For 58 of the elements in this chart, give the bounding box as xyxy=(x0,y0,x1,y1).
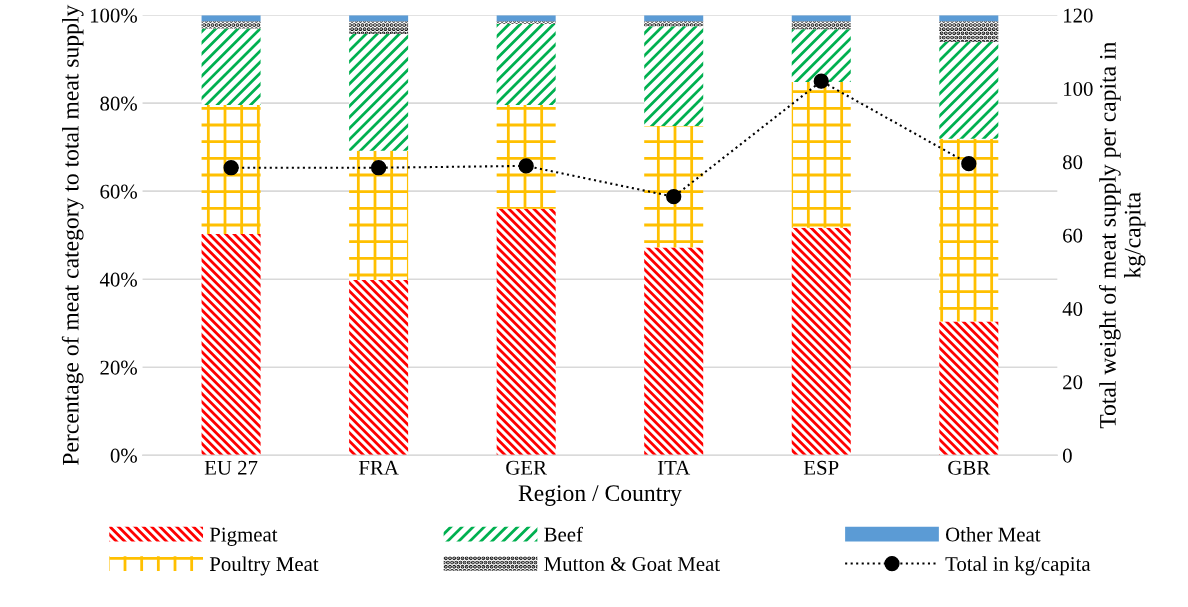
bar xyxy=(201,21,261,29)
bar xyxy=(791,21,851,30)
point xyxy=(370,160,387,176)
point xyxy=(666,189,682,205)
y2-tick-label: 0 xyxy=(1062,448,1072,463)
y-tick-label: 40% xyxy=(99,272,137,287)
y2-axis-title: Total weight of meat supply per capita in kg/capita xyxy=(1098,41,1146,429)
legend-label: Pigmeat xyxy=(209,527,278,546)
bar xyxy=(496,21,556,24)
y2-tick-label: 80 xyxy=(1062,155,1083,170)
bar xyxy=(644,26,704,127)
bar xyxy=(939,138,999,322)
bar xyxy=(201,104,261,234)
bar xyxy=(349,150,409,281)
y-tick-label: 20% xyxy=(100,360,137,375)
bar xyxy=(791,82,851,228)
legend-label: Mutton & Goat Meat xyxy=(544,556,720,572)
bar xyxy=(939,21,999,43)
x-tick-label: FRA xyxy=(358,460,399,475)
bar xyxy=(939,321,999,456)
bar xyxy=(496,208,556,456)
y2-tick-label: 100 xyxy=(1064,81,1093,96)
y-tick-label: 0% xyxy=(110,448,137,463)
bar xyxy=(349,280,409,456)
legend-label: Beef xyxy=(544,526,583,542)
point xyxy=(223,160,239,176)
legend-label: Other Meat xyxy=(945,526,1041,542)
bar xyxy=(201,233,261,456)
x-tick-label: ESP xyxy=(803,460,839,475)
bar xyxy=(791,29,851,83)
bar xyxy=(644,126,704,248)
bar xyxy=(349,21,409,35)
bar xyxy=(201,28,261,105)
x-tick-label: GBR xyxy=(948,460,991,475)
y-axis-title: Percentage of meat category to total meat supply xyxy=(61,4,84,465)
bar xyxy=(939,42,999,139)
y2-tick-label: 40 xyxy=(1062,301,1083,316)
bar xyxy=(496,104,556,209)
y-tick-label: 60% xyxy=(100,184,137,199)
legend-label: Total in kg/capita xyxy=(945,556,1091,576)
bar xyxy=(349,34,409,151)
y-tick-label: 80% xyxy=(100,96,137,111)
x-tick-label: EU 27 xyxy=(204,460,258,475)
point xyxy=(961,156,977,172)
y2-tick-label: 20 xyxy=(1063,375,1083,390)
point xyxy=(813,73,829,89)
x-tick-label: ITA xyxy=(657,460,691,475)
x-tick-label: GER xyxy=(506,460,547,475)
x-axis-title: Region / Country xyxy=(518,485,682,506)
bar xyxy=(496,23,556,105)
y2-tick-label: 120 xyxy=(1064,8,1093,23)
point xyxy=(518,158,534,174)
y-tick-label: 100% xyxy=(90,8,137,23)
bar xyxy=(644,21,704,27)
bar xyxy=(644,247,704,456)
y2-tick-label: 60 xyxy=(1063,228,1083,243)
bar xyxy=(791,227,851,456)
legend-label: Poultry Meat xyxy=(209,556,319,576)
